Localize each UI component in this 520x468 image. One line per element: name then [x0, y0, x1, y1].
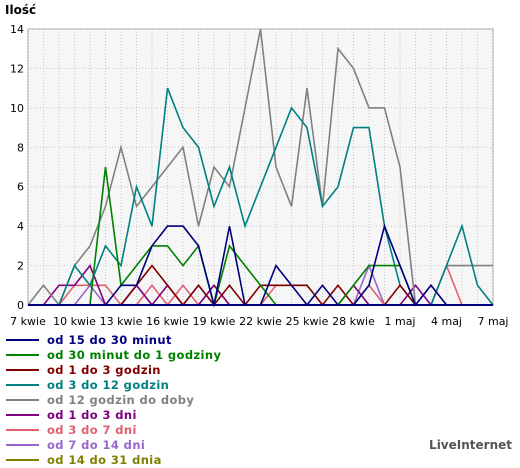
x-tick-label: 10 kwie — [53, 315, 96, 328]
x-tick-label: 16 kwie — [146, 315, 189, 328]
y-tick-label: 4 — [17, 220, 24, 233]
x-tick-label: 13 kwie — [100, 315, 143, 328]
x-tick-label: 19 kwie — [193, 315, 236, 328]
y-tick-label: 8 — [17, 141, 24, 154]
y-tick-label: 14 — [10, 23, 24, 36]
legend-label: od 30 minut do 1 godziny — [47, 348, 222, 362]
y-tick-label: 10 — [10, 102, 24, 115]
legend-swatch — [6, 459, 39, 461]
x-tick-label: 25 kwie — [286, 315, 329, 328]
legend-label: od 7 do 14 dni — [47, 438, 146, 452]
legend-label: od 3 do 7 dni — [47, 423, 137, 437]
watermark-label: LiveInternet — [429, 438, 512, 452]
legend-swatch — [6, 339, 39, 341]
legend-swatch — [6, 399, 39, 401]
line-chart: 0 2 4 6 8 10 12 14 Ilość 7 kwie 10 kwie 13 kwie 16 k… — [5, 3, 509, 328]
legend-label: od 1 do 3 godzin — [47, 363, 161, 377]
x-tick-label: 1 maj — [384, 315, 415, 328]
y-tick-label: 2 — [17, 260, 24, 273]
legend-swatch — [6, 429, 39, 431]
x-tick-label: 28 kwie — [332, 315, 375, 328]
y-axis-title: Ilość — [5, 3, 36, 17]
y-tick-label: 6 — [17, 181, 24, 194]
y-tick-label: 12 — [10, 62, 24, 75]
legend-label: od 3 do 12 godzin — [47, 378, 170, 392]
x-tick-label: 22 kwie — [239, 315, 282, 328]
x-tick-label: 7 kwie — [10, 315, 46, 328]
legend-swatch — [6, 384, 39, 386]
legend-swatch — [6, 369, 39, 371]
x-tick-label: 4 maj — [431, 315, 462, 328]
legend-label: od 14 do 31 dnia — [47, 453, 162, 467]
legend-label: od 12 godzin do doby — [47, 393, 195, 407]
x-tick-label: 7 maj — [477, 315, 508, 328]
legend-swatch — [6, 414, 39, 416]
legend-label: od 15 do 30 minut — [47, 333, 172, 347]
legend-label: od 1 do 3 dni — [47, 408, 137, 422]
y-tick-label: 0 — [17, 299, 24, 312]
legend-swatch — [6, 354, 39, 356]
legend-swatch — [6, 444, 39, 446]
